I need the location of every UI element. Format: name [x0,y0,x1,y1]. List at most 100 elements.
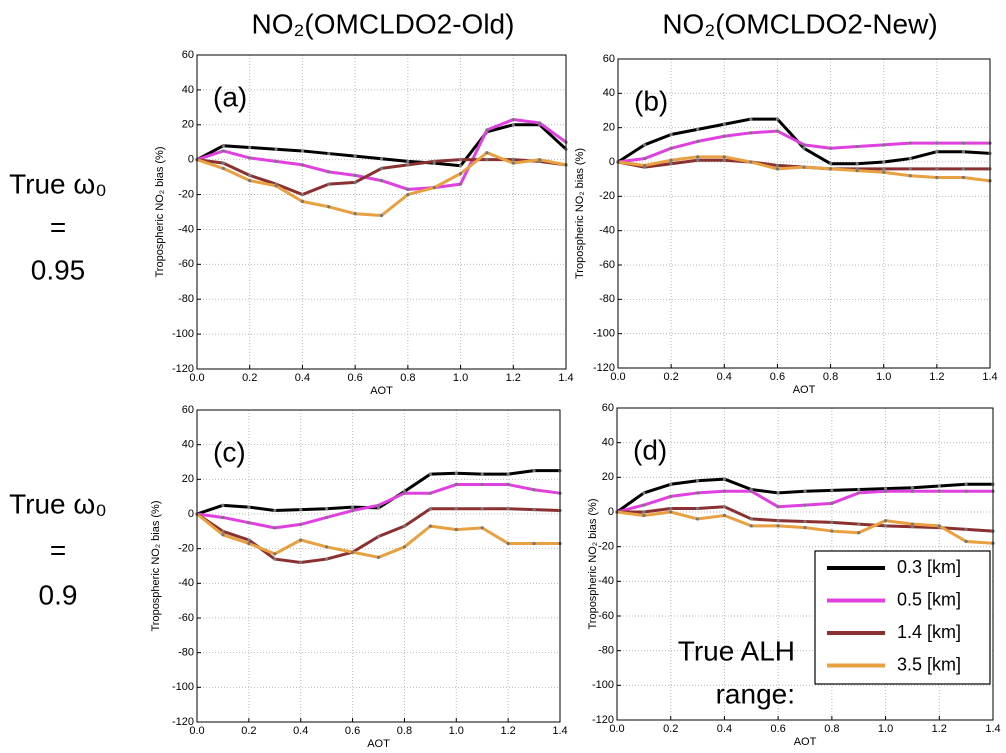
data-point [910,525,915,529]
y-tick-label: -20 [178,543,194,555]
data-point [669,162,673,166]
row-label: = [50,211,66,242]
data-point [428,524,432,528]
data-point [803,519,807,524]
x-tick-label: 0.6 [347,372,362,384]
data-point [908,141,912,145]
legend-label: 1.4 [km] [897,622,961,642]
data-point [695,506,700,511]
x-tick-label: 1.4 [985,723,1000,735]
data-point [964,489,968,493]
data-point [532,541,536,546]
data-point [830,529,834,533]
x-tick-label: 0.2 [241,725,256,737]
y-tick-label: -80 [178,647,194,659]
data-point [274,159,278,164]
data-point [247,505,251,509]
y-tick-label: -40 [599,225,615,237]
y-tick-label: -20 [178,188,194,200]
y-tick-label: 60 [603,53,615,65]
data-point [722,513,727,518]
y-tick-label: 40 [182,84,194,96]
y-tick-label: -60 [178,612,194,624]
data-point [538,158,542,162]
data-point [273,552,277,556]
data-point [247,538,251,542]
x-tick-label: 1.4 [552,725,567,737]
data-point [432,185,436,190]
data-point [406,192,410,197]
data-point [506,541,510,546]
x-tick-label: 0.8 [823,371,838,383]
x-tick-label: 0.4 [293,725,308,737]
data-point [722,489,727,493]
x-tick-label: 0.8 [400,372,415,384]
data-point [961,167,966,171]
y-tick-label: 0 [608,506,614,518]
data-point [511,117,515,122]
data-point [910,489,915,493]
data-point [857,487,861,492]
row-label: True ω₀ [9,168,107,199]
data-point [300,199,305,204]
data-point [883,524,888,528]
x-tick-label: 0.6 [770,371,785,383]
data-point [722,134,726,138]
y-tick-label: 40 [182,439,194,451]
y-tick-label: -80 [598,645,614,657]
data-point [325,557,329,561]
data-point [327,205,331,209]
x-tick-label: 0.4 [717,723,732,735]
data-point [935,167,939,171]
data-point [722,477,727,481]
x-tick-label: 0.0 [609,723,624,735]
x-tick-label: 1.0 [876,371,891,383]
data-point [961,150,966,154]
y-tick-label: 20 [602,471,614,483]
data-point [248,173,252,177]
y-axis-label: Tropospheric NO₂ bias (%) [587,498,599,629]
data-point [749,117,753,121]
data-point [776,524,780,528]
data-point [964,482,968,486]
data-point [935,141,939,145]
data-point [961,175,966,180]
data-point [376,555,381,559]
data-point [532,488,536,492]
data-point [350,508,355,513]
data-point [775,117,780,121]
data-point [221,533,225,537]
x-axis-label: AOT [794,736,817,748]
y-tick-label: -60 [599,259,615,271]
data-point [511,158,515,162]
data-point [802,146,806,150]
row-label: 0.95 [31,254,86,285]
axes-frame [196,409,561,723]
data-point [910,522,915,526]
data-point [722,158,726,162]
data-point [406,159,410,164]
data-point [669,482,673,486]
data-point [485,128,489,132]
data-point [669,510,673,514]
y-axis-label: Tropospheric NO₂ bias (%) [154,146,166,277]
panel-label: (a) [213,81,247,112]
data-point [642,491,646,495]
y-tick-label: -120 [172,716,194,728]
data-point [857,522,861,526]
data-point [221,515,225,520]
data-point [882,160,886,164]
plot-area [618,59,990,368]
x-tick-label: 0.2 [663,723,678,735]
data-point [775,129,780,133]
y-tick-label: 20 [182,473,194,485]
y-tick-label: 60 [182,49,194,61]
plot-area [197,55,566,369]
data-point [749,517,753,521]
data-point [532,508,536,512]
data-point [402,491,407,495]
x-tick-label: 1.0 [449,725,464,737]
data-point [506,507,510,511]
data-point [696,139,700,143]
